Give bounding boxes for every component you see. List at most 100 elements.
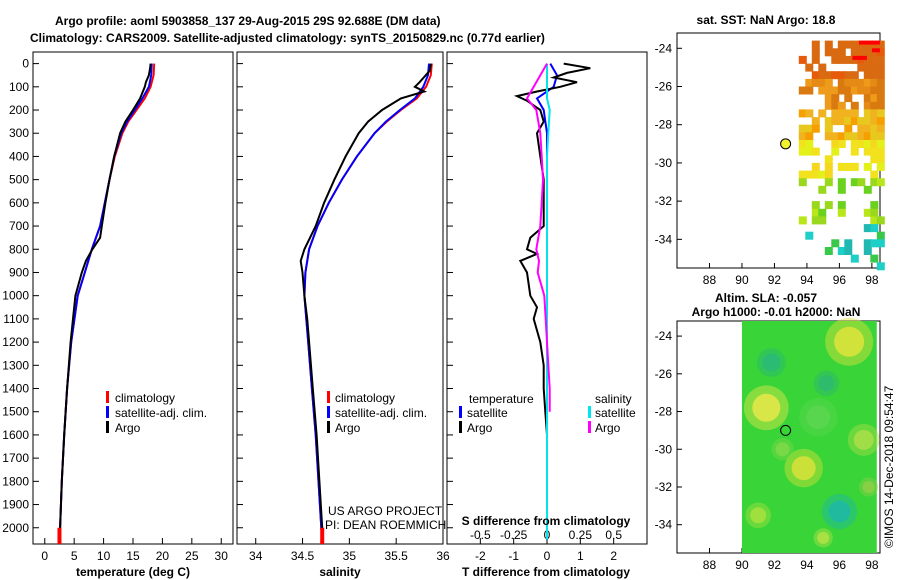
sst-pixel xyxy=(824,48,833,57)
sst-pixel xyxy=(865,40,874,45)
sst-pixel xyxy=(811,201,820,210)
map-x-tick-label: 98 xyxy=(865,273,879,287)
series-line-t-argo xyxy=(513,62,591,435)
sst-pixel xyxy=(870,55,879,64)
sst-pixel xyxy=(831,117,840,126)
sst-pixel xyxy=(871,48,880,53)
sst-pixel xyxy=(844,78,853,87)
argo-position-marker xyxy=(780,138,792,150)
sst-pixel xyxy=(876,109,885,118)
sst-pixel xyxy=(857,140,866,148)
sst-pixel xyxy=(831,48,840,57)
sst-pixel xyxy=(850,117,859,126)
sst-pixel xyxy=(811,40,820,49)
legend-swatch-s-argo xyxy=(588,421,591,433)
sst-pixel xyxy=(876,147,885,156)
sla-blob xyxy=(750,507,767,524)
legend-swatch-satellite xyxy=(327,406,330,418)
sst-pixel xyxy=(824,40,833,49)
sst-pixel xyxy=(850,78,859,87)
salinity-legend: climatology satellite-adj. clim. Argo xyxy=(327,391,427,435)
salinity-panel-frame xyxy=(236,51,444,545)
top-tick-label: -0.25 xyxy=(500,528,528,542)
map-x-tick-label: 94 xyxy=(800,558,814,572)
sst-pixel xyxy=(837,117,846,126)
sst-map: 88 90 92 94 96 98 -24 -26 -28 -30 -32 -34 xyxy=(655,40,885,287)
sla-blob xyxy=(862,480,875,493)
sst-pixel xyxy=(870,216,879,225)
legend-label-argo: Argo xyxy=(335,421,361,435)
legend-swatch-argo xyxy=(327,421,330,433)
legend-swatch-argo xyxy=(106,421,109,433)
sla-blob xyxy=(834,326,865,357)
sst-pixel xyxy=(870,86,879,95)
sst-pixel xyxy=(870,147,879,156)
sst-pixel xyxy=(824,132,833,141)
sst-pixel xyxy=(876,239,885,248)
top-tick-label: 0.25 xyxy=(569,528,593,542)
sst-pixel xyxy=(850,140,859,148)
legend-label-climatology: climatology xyxy=(335,391,395,405)
sst-pixel xyxy=(824,155,833,164)
sst-pixel xyxy=(863,48,872,57)
sst-pixel xyxy=(863,124,872,133)
sst-pixel xyxy=(824,201,833,210)
depth-tick-label: 1000 xyxy=(2,289,29,303)
depth-tick-label: 800 xyxy=(9,242,29,256)
series-line-argo xyxy=(299,63,432,540)
sst-pixel xyxy=(863,208,872,217)
map-y-tick-label: -24 xyxy=(655,41,673,55)
map-x-tick-label: 90 xyxy=(735,558,749,572)
sst-pixel xyxy=(863,86,872,95)
sla-blob xyxy=(853,429,874,450)
imos-stamp: ©IMOS 14-Dec-2018 09:54:47 xyxy=(882,385,896,548)
x-tick-label: 0 xyxy=(41,549,48,563)
sst-pixel xyxy=(876,63,885,72)
sst-pixel xyxy=(876,178,885,187)
sst-pixel xyxy=(870,178,879,187)
sst-pixel xyxy=(818,216,827,225)
sst-pixel xyxy=(863,109,872,118)
map-x-tick-label: 88 xyxy=(703,273,717,287)
difference-plot: -2 -1 0 1 2-0.5 -0.25 0 0.25 0.5 xyxy=(470,62,622,563)
sst-pixel xyxy=(811,162,820,171)
sst-pixel xyxy=(850,48,859,57)
sst-pixel xyxy=(837,78,846,87)
sst-pixel xyxy=(876,48,885,57)
sst-pixel xyxy=(805,78,814,87)
sst-pixel xyxy=(844,86,853,95)
x-tick-label: 1 xyxy=(577,549,584,563)
sst-pixel xyxy=(805,63,814,72)
depth-tick-label: 700 xyxy=(9,219,29,233)
sst-pixel xyxy=(863,224,872,233)
sst-pixel xyxy=(818,109,827,118)
sst-pixel xyxy=(857,132,866,141)
legend-swatch-t-argo xyxy=(459,421,462,433)
sst-pixel xyxy=(831,71,840,80)
sst-pixel xyxy=(818,208,827,217)
s-difference-top-label: S difference from climatology xyxy=(462,514,631,528)
sst-pixel xyxy=(857,178,866,187)
climatology-bottom-marker xyxy=(57,527,62,544)
top-tick-label: 0.5 xyxy=(605,528,622,542)
sst-pixel xyxy=(837,132,846,141)
sst-pixel xyxy=(871,40,880,45)
sst-pixel xyxy=(858,40,867,45)
sst-pixel xyxy=(844,71,853,80)
sst-pixel xyxy=(876,117,885,126)
sst-pixel xyxy=(876,94,885,103)
sst-pixel xyxy=(863,185,872,194)
sla-blob xyxy=(806,405,831,430)
sst-pixel xyxy=(805,231,814,240)
argo-position-marker xyxy=(780,424,792,436)
sst-pixel xyxy=(870,71,879,80)
sst-pixel xyxy=(850,40,859,49)
sst-pixel xyxy=(824,178,833,187)
sst-pixel xyxy=(850,132,859,141)
sst-pixel xyxy=(870,155,879,164)
sst-pixel xyxy=(857,63,866,72)
sst-pixel xyxy=(811,55,820,64)
sst-pixel xyxy=(876,55,885,64)
salinity-x-label: salinity xyxy=(319,565,361,579)
sst-pixel xyxy=(798,216,807,225)
